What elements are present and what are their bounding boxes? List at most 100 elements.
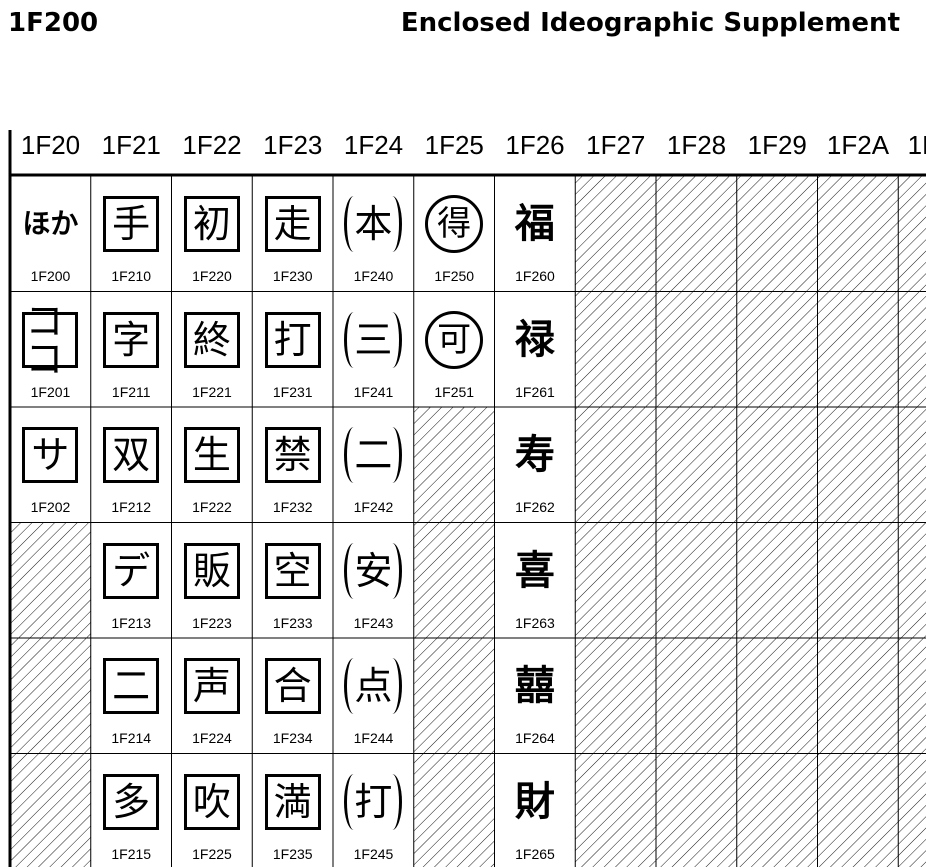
code-point: 1F250: [434, 268, 475, 284]
unassigned-cell: [817, 176, 899, 292]
unassigned-cell: [817, 753, 899, 867]
column-header: 1F20: [20, 130, 81, 160]
code-point: 1F243: [353, 614, 394, 631]
unassigned-cell: [736, 638, 818, 754]
code-point: 1F224: [192, 730, 232, 746]
code-point: 1F215: [111, 845, 152, 862]
glyph: 手: [103, 196, 160, 252]
glyph: 禁: [264, 427, 321, 483]
unassigned-cell: [656, 522, 737, 638]
column-header: 1F25: [424, 130, 484, 160]
column-header: 1F2B: [907, 130, 926, 160]
code-point: 1F235: [272, 845, 313, 862]
column-header: 1F23: [263, 130, 323, 160]
code-point: 1F221: [192, 383, 232, 400]
glyph: 寿: [514, 432, 555, 478]
code-point: 1F251: [434, 383, 475, 400]
code-point: 1F213: [111, 614, 152, 631]
code-point: 1F241: [353, 383, 394, 400]
unassigned-cell: [575, 407, 656, 523]
glyph: サ: [22, 427, 79, 483]
glyph: 空: [264, 542, 321, 599]
glyph: 字: [103, 311, 160, 368]
code-point: 1F260: [515, 268, 555, 284]
glyph: 合: [264, 658, 321, 714]
unassigned-cell: [413, 522, 495, 638]
glyph: 二: [103, 658, 160, 714]
code-point: 1F202: [30, 499, 71, 515]
code-point: 1F231: [272, 383, 313, 400]
block-start-code: 1F200: [8, 8, 99, 38]
unassigned-cell: [898, 176, 926, 292]
unassigned-cell: [898, 522, 926, 638]
unassigned-cell: [656, 291, 737, 407]
unassigned-cell: [736, 407, 818, 523]
glyph: 双: [103, 427, 160, 483]
code-point: 1F242: [353, 499, 394, 515]
unassigned-cell: [817, 522, 899, 638]
code-point: 1F200: [30, 268, 71, 284]
glyph: 喜: [514, 547, 555, 594]
unassigned-cell: [575, 176, 656, 292]
glyph: 打: [344, 773, 403, 830]
unassigned-cell: [817, 407, 899, 523]
code-point: 1F240: [353, 268, 394, 284]
code-point: 1F234: [272, 730, 313, 746]
unassigned-cell: [898, 638, 926, 754]
code-point: 1F230: [272, 268, 313, 284]
glyph: 点: [344, 658, 403, 714]
glyph: 打: [264, 311, 321, 368]
glyph: 吹: [183, 773, 240, 830]
unassigned-cell: [575, 753, 656, 867]
column-header: 1F21: [101, 130, 161, 160]
glyph: 福: [514, 201, 555, 247]
unassigned-cell: [656, 753, 737, 867]
glyph: 二: [344, 427, 403, 483]
glyph: ほか: [22, 207, 79, 240]
glyph: 財: [514, 778, 555, 825]
glyph: 本: [344, 196, 403, 252]
unassigned-cell: [898, 407, 926, 523]
glyph: 禄: [514, 316, 555, 363]
unassigned-cell: [575, 291, 656, 407]
unassigned-cell: [817, 291, 899, 407]
glyph: 囍: [514, 663, 555, 709]
code-point: 1F212: [111, 499, 152, 515]
unassigned-cell: [898, 753, 926, 867]
glyph: 安: [344, 542, 403, 599]
glyph: 三: [344, 311, 403, 368]
column-header: 1F2A: [826, 130, 890, 160]
block-title: Enclosed Ideographic Supplement: [400, 8, 900, 38]
glyph: 可: [425, 310, 484, 369]
unassigned-cell: [736, 291, 818, 407]
unassigned-cell: [736, 522, 818, 638]
code-point: 1F220: [192, 268, 232, 284]
unassigned-cell: [736, 753, 818, 867]
code-point: 1F245: [353, 845, 394, 862]
code-point: 1F223: [192, 614, 232, 631]
code-point: 1F264: [515, 730, 555, 746]
glyph: 販: [183, 542, 240, 599]
code-point: 1F211: [111, 383, 151, 400]
glyph: ココ: [22, 302, 79, 378]
code-point: 1F225: [192, 845, 232, 862]
column-header: 1F24: [343, 130, 404, 160]
unassigned-cell: [10, 753, 91, 867]
code-point: 1F263: [515, 614, 555, 631]
glyph: 得: [425, 195, 484, 253]
code-point: 1F265: [515, 845, 555, 862]
glyph: 生: [183, 427, 240, 483]
code-point: 1F214: [111, 730, 152, 746]
glyph: 初: [183, 196, 240, 252]
unassigned-cell: [10, 638, 91, 754]
unassigned-cell: [10, 522, 91, 638]
code-point: 1F222: [192, 499, 232, 515]
unassigned-cell: [736, 176, 818, 292]
column-header: 1F27: [586, 130, 646, 160]
unassigned-cell: [413, 407, 495, 523]
column-header: 1F22: [182, 130, 242, 160]
code-point: 1F244: [353, 730, 394, 746]
unassigned-cell: [656, 638, 737, 754]
code-point: 1F201: [30, 383, 71, 400]
